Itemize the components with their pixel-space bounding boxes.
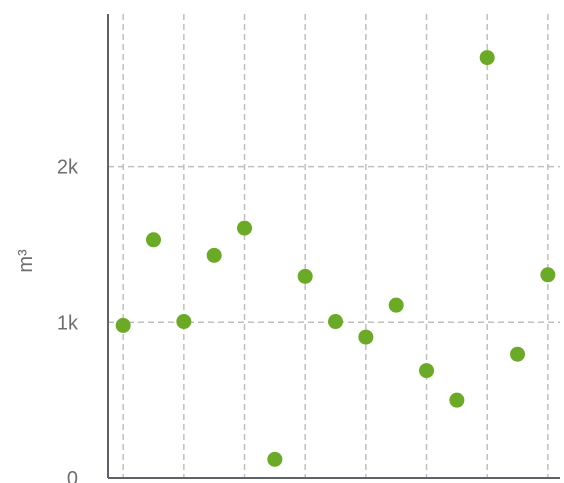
y-tick-label-1k: 1k [57,312,79,334]
data-point-12 [449,392,465,408]
grid-layer [108,14,560,478]
data-point-8 [328,314,344,330]
data-point-1 [115,317,131,333]
data-point-13 [479,50,495,66]
y-tick-label-0: 0 [67,468,78,483]
data-point-7 [297,268,313,284]
data-point-5 [237,220,253,236]
data-point-3 [176,314,192,330]
data-point-10 [388,297,404,313]
axis-layer [107,14,560,479]
data-point-9 [358,329,374,345]
data-points [115,50,556,467]
data-point-2 [146,232,162,248]
data-point-4 [206,247,222,263]
data-point-6 [267,451,283,467]
data-point-14 [510,346,526,362]
y-axis-title: m³ [15,249,37,273]
y-tick-label-2k: 2k [57,157,79,179]
data-point-11 [419,363,435,379]
y-tick-labels: 0 1k 2k [57,157,79,483]
data-point-15 [540,267,556,283]
